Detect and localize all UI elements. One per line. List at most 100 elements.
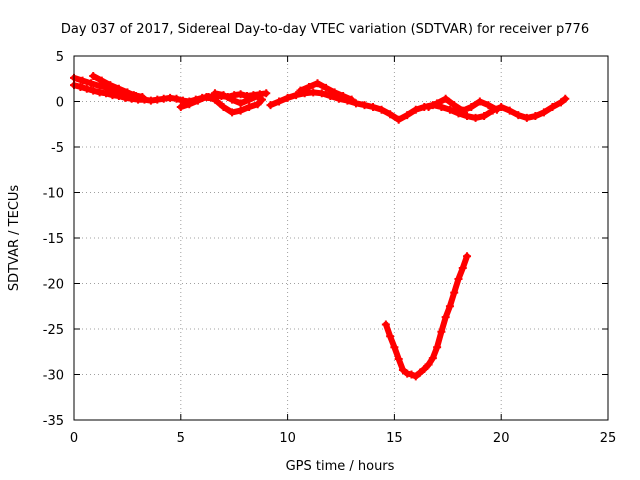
data-point (484, 101, 493, 110)
data-point (411, 372, 420, 381)
data-point (296, 86, 305, 95)
data-point (454, 274, 463, 283)
data-point (82, 84, 91, 93)
data-point (193, 96, 202, 105)
data-point (416, 368, 425, 377)
data-point (458, 106, 467, 115)
y-tick-label: 0 (56, 96, 64, 111)
series-evening-spikes (424, 94, 501, 115)
data-point (531, 112, 540, 121)
data-point (210, 89, 219, 98)
data-point (330, 88, 339, 97)
data-point (347, 95, 356, 104)
data-point (339, 92, 348, 101)
x-tick-label: 15 (386, 431, 403, 446)
series-loop-segment-2 (210, 89, 262, 108)
data-point (514, 111, 523, 120)
data-point (492, 105, 501, 114)
data-point (463, 112, 472, 121)
series-afternoon-streaks (296, 79, 356, 104)
data-point (497, 102, 506, 111)
data-point (114, 84, 123, 93)
data-point (219, 102, 228, 111)
series-dip-curve (381, 252, 472, 381)
data-point (394, 355, 403, 364)
series-main-band (70, 81, 271, 106)
data-point (219, 91, 228, 100)
y-tick-label: -15 (43, 232, 64, 247)
data-point (236, 106, 245, 115)
data-points (70, 72, 570, 381)
data-point (471, 113, 480, 122)
x-tick-label: 20 (493, 431, 510, 446)
data-point (381, 320, 390, 329)
y-tick-label: -30 (43, 369, 64, 384)
data-point (236, 99, 245, 108)
data-point (403, 111, 412, 120)
data-point (539, 108, 548, 117)
series-afternoon-band (266, 88, 570, 124)
data-point (441, 94, 450, 103)
data-point (245, 95, 254, 104)
y-axis-label: SDTVAR / TECUs (7, 185, 22, 292)
data-point (557, 98, 566, 107)
data-point (386, 110, 395, 119)
data-point (131, 92, 140, 101)
data-point (450, 101, 459, 110)
x-tick-label: 0 (70, 431, 78, 446)
data-point (424, 360, 433, 369)
data-point (445, 105, 454, 114)
y-tick-label: -10 (43, 187, 64, 202)
x-axis-label: GPS time / hours (286, 459, 395, 474)
data-point (228, 95, 237, 104)
y-tick-label: -35 (43, 414, 64, 429)
data-point (95, 82, 104, 91)
data-point (309, 88, 318, 97)
data-point (185, 100, 194, 109)
data-point (236, 90, 245, 99)
data-point (441, 313, 450, 322)
data-point (87, 79, 96, 88)
data-point (433, 99, 442, 108)
data-point (245, 102, 254, 111)
data-point (262, 89, 271, 98)
grid-lines (74, 56, 608, 420)
data-point (172, 94, 181, 103)
data-point (106, 81, 115, 90)
data-point (257, 95, 266, 104)
x-tick-label: 5 (177, 431, 185, 446)
data-point (102, 89, 111, 98)
data-point (313, 79, 322, 88)
data-point (360, 101, 369, 110)
y-tick-label: 5 (56, 50, 64, 65)
data-point (176, 102, 185, 111)
data-point (407, 370, 416, 379)
data-point (76, 82, 85, 91)
x-tick-label: 25 (600, 431, 617, 446)
chart-title: Day 037 of 2017, Sidereal Day-to-day VTE… (61, 22, 589, 37)
data-point (292, 91, 301, 100)
data-point (450, 288, 459, 297)
data-point (475, 97, 484, 106)
x-tick-label: 10 (279, 431, 296, 446)
y-tick-label: -25 (43, 323, 64, 338)
axis-ticks: 0 5 10 15 20 25 5 0 -5 -10 -15 -20 -25 -30 -35 (43, 50, 617, 446)
data-point (275, 97, 284, 106)
data-point (505, 106, 514, 115)
data-point (89, 72, 98, 81)
data-point (123, 88, 132, 97)
data-point (266, 101, 275, 110)
data-point (369, 102, 378, 111)
data-point (228, 108, 237, 117)
data-point (424, 102, 433, 111)
data-point (304, 82, 313, 91)
data-point (253, 92, 262, 101)
data-point (561, 94, 570, 103)
data-point (480, 112, 489, 121)
data-point (386, 332, 395, 341)
y-tick-label: -20 (43, 278, 64, 293)
data-point (428, 354, 437, 363)
data-point (283, 93, 292, 102)
data-point (458, 264, 467, 273)
